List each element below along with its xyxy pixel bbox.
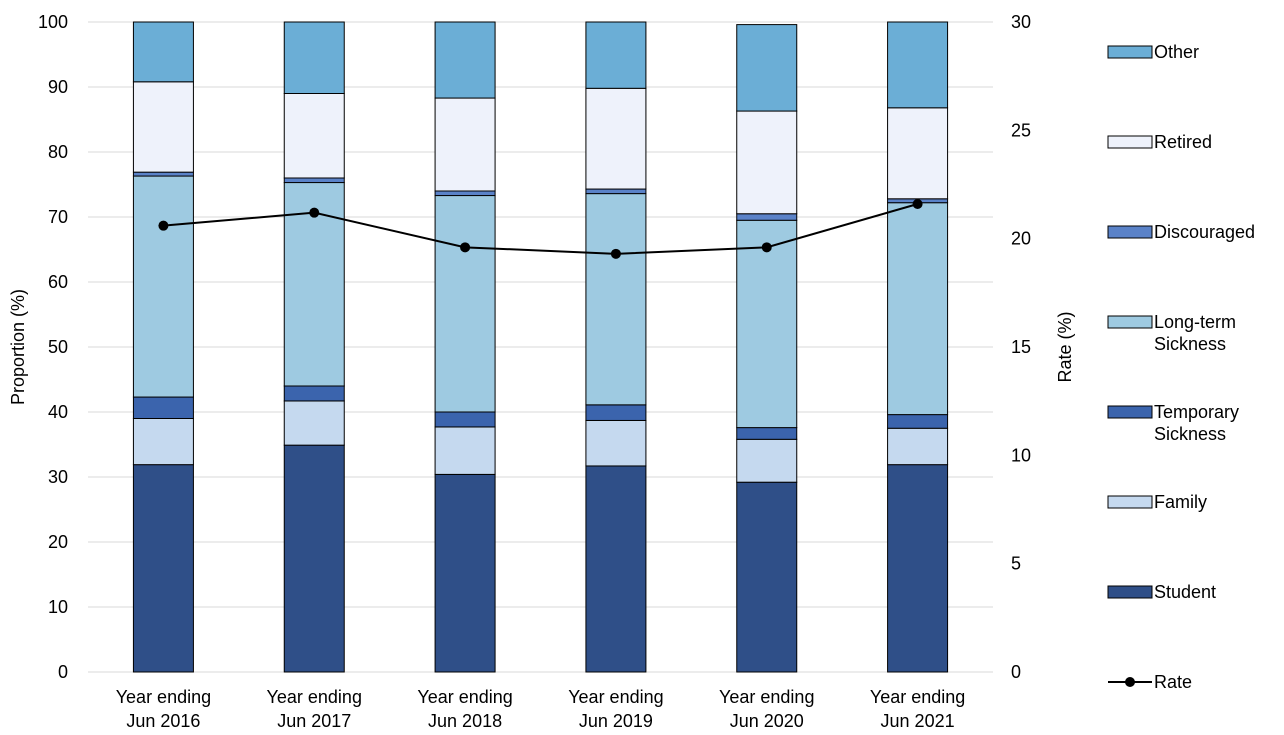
bar-segment-temporary-sickness: [132, 396, 194, 419]
legend: Other Retired Discouraged Long-term Sickness…: [1107, 42, 1255, 692]
legend-label: Retired: [1154, 132, 1212, 152]
bar-segment-retired: [585, 87, 647, 190]
bar-segment-temporary-sickness: [283, 385, 345, 402]
bar-segment-other: [887, 21, 949, 109]
bar-segment-discouraged: [585, 188, 647, 195]
bar-segment-student: [585, 465, 647, 673]
legend-label: Long-term Sickness: [1154, 312, 1236, 354]
x-tick-label: Year ending Jun 2018: [417, 687, 512, 731]
y-tick-label: 100: [38, 12, 68, 32]
y2-tick-label: 5: [1011, 554, 1021, 574]
legend-label: Temporary Sickness: [1154, 402, 1239, 444]
y-tick-label: 30: [48, 467, 68, 487]
bar-segment-student: [132, 464, 194, 673]
bar-segment-family: [434, 426, 496, 475]
legend-label: Student: [1154, 582, 1216, 602]
bar-segment-long-term-sickness: [434, 195, 496, 413]
bar-segment-other: [283, 21, 345, 94]
rate-line: [158, 199, 923, 259]
stacked-bars: [132, 21, 949, 673]
rate-point: [761, 242, 772, 253]
y2-tick-label: 20: [1011, 229, 1031, 249]
legend-swatch: [1107, 225, 1153, 239]
bar-segment-student: [434, 473, 496, 673]
y-tick-label: 90: [48, 77, 68, 97]
bar-segment-student: [283, 444, 345, 673]
y2-tick-label: 30: [1011, 12, 1031, 32]
bar-segment-family: [585, 419, 647, 467]
bar-segment-student: [887, 464, 949, 673]
y2-tick-label: 15: [1011, 337, 1031, 357]
bar-segment-student: [736, 481, 798, 673]
bar-segment-other: [585, 21, 647, 89]
y2-tick-label: 0: [1011, 662, 1021, 682]
y-tick-label: 80: [48, 142, 68, 162]
bar-segment-retired: [736, 110, 798, 215]
bar-segment-temporary-sickness: [434, 411, 496, 428]
bar-segment-long-term-sickness: [887, 202, 949, 416]
legend-swatch: [1107, 405, 1153, 419]
legend-label: Family: [1154, 492, 1207, 512]
rate-point: [309, 207, 320, 218]
bar-segment-retired: [283, 93, 345, 179]
bar-segment-discouraged: [132, 171, 194, 177]
y2-tick-label: 25: [1011, 120, 1031, 140]
bar-segment-family: [283, 400, 345, 446]
y-tick-label: 20: [48, 532, 68, 552]
rate-line-path: [163, 203, 918, 255]
x-tick-label: Year ending Jun 2020: [719, 687, 814, 731]
bar-segment-family: [887, 427, 949, 466]
x-axis-ticks: Year ending Jun 2016 Year ending Jun 2017 Ye…: [116, 687, 966, 731]
bar-segment-discouraged: [283, 177, 345, 184]
legend-line-marker: [1125, 677, 1135, 687]
legend-label: Discouraged: [1154, 222, 1255, 242]
bar-segment-family: [736, 438, 798, 483]
x-tick-label: Year ending Jun 2016: [116, 687, 211, 731]
y-tick-label: 10: [48, 597, 68, 617]
y-tick-label: 50: [48, 337, 68, 357]
legend-swatch: [1107, 315, 1153, 329]
x-tick-label: Year ending Jun 2017: [267, 687, 362, 731]
y-tick-label: 70: [48, 207, 68, 227]
bar-segment-temporary-sickness: [736, 427, 798, 440]
rate-point: [158, 220, 169, 231]
legend-swatch: [1107, 135, 1153, 149]
y-tick-label: 0: [58, 662, 68, 682]
bar-segment-temporary-sickness: [887, 414, 949, 429]
bar-segment-other: [132, 21, 194, 83]
bar-segment-other: [434, 21, 496, 99]
y-tick-label: 60: [48, 272, 68, 292]
y2-tick-label: 10: [1011, 445, 1031, 465]
rate-point: [610, 248, 621, 259]
x-tick-label: Year ending Jun 2019: [568, 687, 663, 731]
bar-segment-long-term-sickness: [132, 175, 194, 398]
right-axis-label: Rate (%): [1055, 311, 1075, 382]
bar-segment-other: [736, 24, 798, 112]
bar-segment-retired: [434, 97, 496, 192]
rate-point: [912, 199, 923, 209]
y-tick-label: 40: [48, 402, 68, 422]
x-tick-label: Year ending Jun 2021: [870, 687, 965, 731]
legend-swatch: [1107, 585, 1153, 599]
left-axis-ticks: 0 10 20 30 40 50 60 70 80 90 100: [38, 12, 68, 682]
bar-segment-retired: [887, 107, 949, 200]
legend-swatch: [1107, 45, 1153, 59]
right-axis-ticks: 0 5 10 15 20 25 30: [1011, 12, 1031, 682]
legend-label: Other: [1154, 42, 1199, 62]
bar-segment-discouraged: [736, 213, 798, 221]
legend-swatch: [1107, 495, 1153, 509]
bar-segment-retired: [132, 81, 194, 173]
bar-segment-temporary-sickness: [585, 404, 647, 421]
gridlines: [88, 21, 993, 673]
bar-segment-family: [132, 418, 194, 466]
bar-segment-long-term-sickness: [585, 193, 647, 406]
legend-label: Rate: [1154, 672, 1192, 692]
rate-point: [460, 242, 471, 253]
left-axis-label: Proportion (%): [8, 289, 28, 405]
bar-segment-discouraged: [434, 190, 496, 197]
